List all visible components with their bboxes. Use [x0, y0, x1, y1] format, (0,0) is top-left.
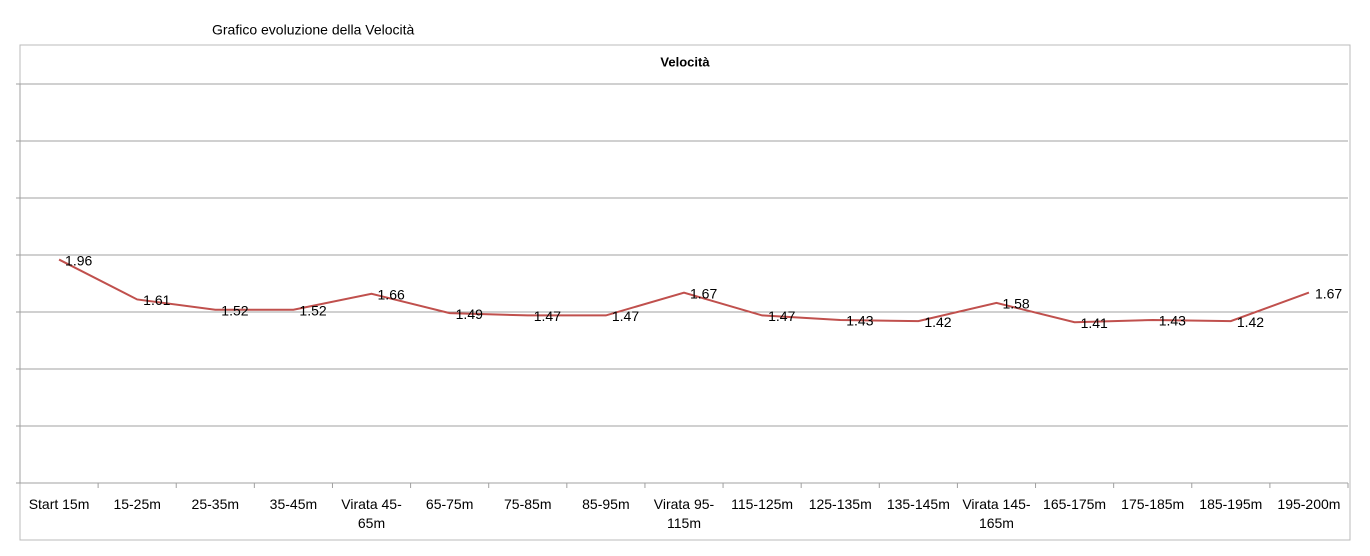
- data-label: 1.52: [221, 302, 248, 318]
- data-label: 1.42: [924, 314, 951, 330]
- data-label: 1.47: [768, 308, 795, 324]
- x-tick-label: 185-195m: [1199, 496, 1263, 512]
- chart-title: Velocità: [660, 54, 710, 69]
- page-title: Grafico evoluzione della Velocità: [212, 22, 415, 38]
- data-label: 1.58: [1002, 296, 1029, 312]
- x-tick-label: Virata 45-65m: [341, 496, 402, 531]
- data-label: 1.47: [612, 308, 639, 324]
- x-tick-label: 195-200m: [1277, 496, 1341, 512]
- data-label: 1.43: [846, 313, 873, 329]
- x-tick-label: Virata 95-115m: [653, 496, 715, 531]
- x-tick-label: 125-135m: [808, 496, 872, 512]
- x-tick-label: 165-175m: [1043, 496, 1107, 512]
- data-label: 1.67: [1315, 285, 1342, 301]
- data-label: 1.61: [143, 292, 170, 308]
- data-label: 1.47: [534, 308, 561, 324]
- data-label: 1.42: [1237, 314, 1264, 330]
- line: [58, 258, 1310, 324]
- data-label: 1.52: [299, 302, 326, 318]
- x-tick-label: 115-125m: [731, 496, 794, 512]
- data-label: 1.67: [690, 285, 717, 301]
- data-label: 1.43: [1159, 313, 1186, 329]
- data-label: 1.49: [456, 306, 483, 322]
- data-label: 1.96: [65, 252, 92, 268]
- x-tick-label: 15-25m: [113, 496, 161, 512]
- x-tick-label: 85-95m: [582, 496, 630, 512]
- x-tick-label: 75-85m: [504, 496, 552, 512]
- data-label: 1.66: [378, 286, 405, 302]
- x-tick-label: 135-145m: [886, 496, 950, 512]
- x-tick-label: 25-35m: [191, 496, 240, 512]
- x-tick-label: Virata 145-165m: [962, 496, 1031, 531]
- x-tick-label: 175-185m: [1121, 496, 1185, 512]
- x-tick-label: Start 15m: [28, 496, 90, 512]
- data-label: 1.41: [1081, 315, 1108, 331]
- x-tick-label: 65-75m: [425, 496, 474, 512]
- x-tick-label: 35-45m: [269, 496, 318, 512]
